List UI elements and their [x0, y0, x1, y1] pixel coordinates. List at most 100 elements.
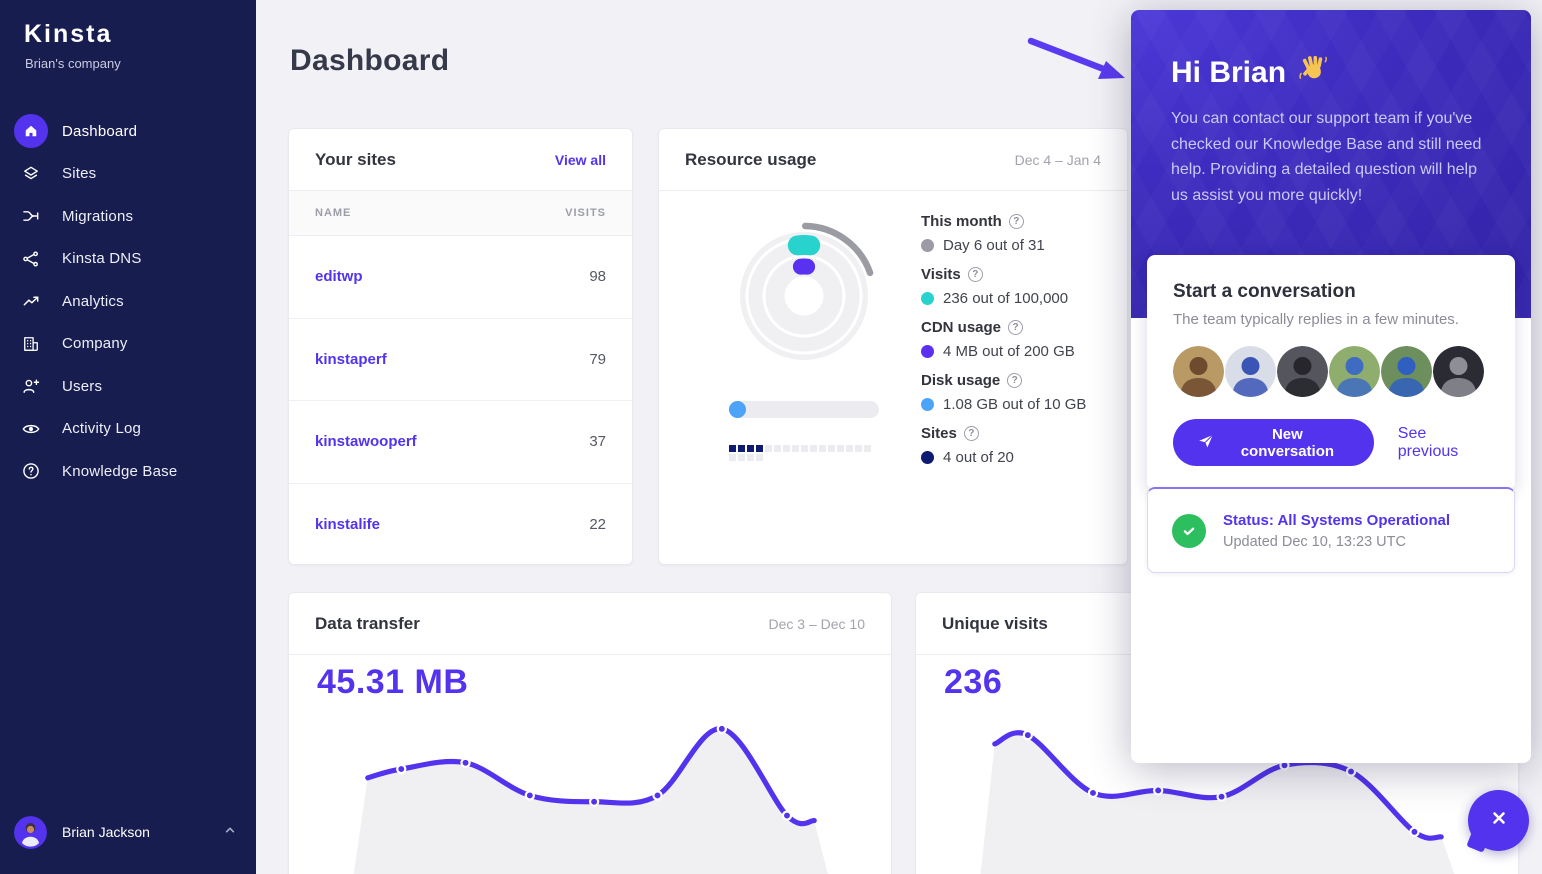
data-transfer-total: 45.31 MB [317, 663, 469, 701]
site-slot-free [837, 445, 844, 452]
site-link[interactable]: editwp [315, 268, 363, 286]
support-agent-avatar [1173, 346, 1224, 397]
data-transfer-line-chart [353, 723, 828, 874]
site-slot-free [729, 454, 736, 461]
system-status-card[interactable]: Status: All Systems Operational Updated … [1147, 487, 1515, 573]
eye-icon [14, 412, 48, 446]
legend-disk-usage: Disk usage? 1.08 GB out of 10 GB [921, 372, 1087, 413]
site-slot-free [738, 454, 745, 461]
data-transfer-card: Data transfer Dec 3 – Dec 10 45.31 MB [288, 592, 892, 874]
sidebar-item-sites[interactable]: Sites [0, 153, 256, 196]
close-icon [1487, 806, 1511, 835]
site-slot-used [747, 445, 754, 452]
your-sites-title: Your sites [315, 149, 396, 169]
site-slot-free [756, 454, 763, 461]
data-transfer-title: Data transfer [315, 613, 420, 633]
sidebar-item-dashboard[interactable]: Dashboard [0, 110, 256, 153]
see-previous-link[interactable]: See previous [1397, 424, 1459, 460]
unique-visits-title: Unique visits [942, 613, 1048, 633]
send-icon [1197, 432, 1215, 454]
support-agent-avatar [1329, 346, 1380, 397]
site-slot-free [801, 445, 808, 452]
status-updated: Updated Dec 10, 13:23 UTC [1223, 533, 1406, 550]
chevron-up-icon[interactable] [222, 822, 238, 843]
site-slot-used [756, 445, 763, 452]
site-slot-used [729, 445, 736, 452]
unique-visits-line-chart [980, 729, 1455, 874]
help-icon[interactable]: ? [1007, 373, 1023, 388]
your-sites-card: Your sites View all NAME VISITS editwp 9… [288, 128, 633, 565]
table-row: kinstawooperf 37 [289, 401, 632, 484]
site-slot-free [810, 445, 817, 452]
site-visits: 79 [589, 350, 606, 368]
sidebar-item-migrations[interactable]: Migrations [0, 195, 256, 238]
visits-dot [921, 292, 934, 305]
start-conversation-card: Start a conversation The team typically … [1147, 255, 1515, 490]
new-conversation-button[interactable]: New conversation [1173, 419, 1374, 466]
user-avatar [14, 815, 47, 849]
support-agent-avatar [1433, 346, 1484, 397]
team-avatars [1173, 346, 1489, 397]
help-icon[interactable]: ? [967, 267, 983, 282]
sidebar-item-activity-log[interactable]: Activity Log [0, 408, 256, 451]
waving-hand-icon [1298, 54, 1328, 92]
resource-usage-donut-chart [740, 222, 874, 360]
sites-table-header: NAME VISITS [289, 191, 632, 236]
table-row: kinstalife 22 [289, 484, 632, 565]
conversation-subtitle: The team typically replies in a few minu… [1173, 311, 1459, 328]
building-icon [14, 327, 48, 361]
user-name: Brian Jackson [62, 824, 150, 840]
kinsta-logo[interactable]: Kinsta [24, 20, 113, 48]
site-slot-free [855, 445, 862, 452]
column-name: NAME [315, 207, 352, 219]
site-slot-free [783, 445, 790, 452]
site-slot-free [819, 445, 826, 452]
page-title: Dashboard [290, 44, 450, 77]
sites-dot [921, 451, 934, 464]
site-link[interactable]: kinstalife [315, 516, 381, 534]
site-slot-free [792, 445, 799, 452]
column-visits: VISITS [565, 207, 606, 219]
site-visits: 98 [589, 268, 606, 286]
resource-usage-date-range: Dec 4 – Jan 4 [1014, 151, 1101, 168]
legend-this-month: This month? Day 6 out of 31 [921, 213, 1045, 254]
sidebar-item-knowledge-base[interactable]: Knowledge Base [0, 450, 256, 493]
annotation-arrow-icon [1027, 37, 1125, 79]
sidebar-item-analytics[interactable]: Analytics [0, 280, 256, 323]
legend-cdn-usage: CDN usage? 4 MB out of 200 GB [921, 319, 1075, 360]
site-link[interactable]: kinstaperf [315, 350, 387, 368]
sidebar-item-company[interactable]: Company [0, 323, 256, 366]
site-slot-free [846, 445, 853, 452]
messenger-launcher-button[interactable] [1468, 790, 1529, 851]
month-dot [921, 239, 934, 252]
table-row: editwp 98 [289, 236, 632, 319]
site-visits: 22 [589, 516, 606, 534]
site-slot-free [774, 445, 781, 452]
resource-usage-legend: This month? Day 6 out of 31 Visits? 236 … [921, 213, 1086, 478]
sites-usage-squares [729, 445, 879, 461]
support-agent-avatar [1277, 346, 1328, 397]
table-row: kinstaperf 79 [289, 319, 632, 401]
unique-visits-total: 236 [944, 663, 1003, 701]
site-slot-free [747, 454, 754, 461]
view-all-link[interactable]: View all [554, 151, 606, 168]
user-menu[interactable]: Brian Jackson [0, 806, 256, 858]
sidebar-item-kinsta-dns[interactable]: Kinsta DNS [0, 238, 256, 281]
trending-up-icon [14, 284, 48, 318]
help-icon[interactable]: ? [1008, 214, 1024, 229]
support-agent-avatar [1381, 346, 1432, 397]
site-visits: 37 [589, 433, 606, 451]
sidebar-item-users[interactable]: Users [0, 365, 256, 408]
messenger-intro-text: You can contact our support team if you'… [1171, 110, 1482, 204]
site-link[interactable]: kinstawooperf [315, 433, 417, 451]
help-icon[interactable]: ? [963, 426, 979, 441]
help-icon[interactable]: ? [1008, 320, 1024, 335]
sidebar-nav: Dashboard Sites Migrations Kinsta DNS [0, 110, 256, 493]
resource-usage-title: Resource usage [685, 149, 817, 169]
greeting-text: Hi Brian [1171, 56, 1287, 89]
conversation-title: Start a conversation [1173, 281, 1356, 302]
site-slot-free [864, 445, 871, 452]
legend-sites: Sites? 4 out of 20 [921, 425, 1014, 466]
site-slot-free [765, 445, 772, 452]
